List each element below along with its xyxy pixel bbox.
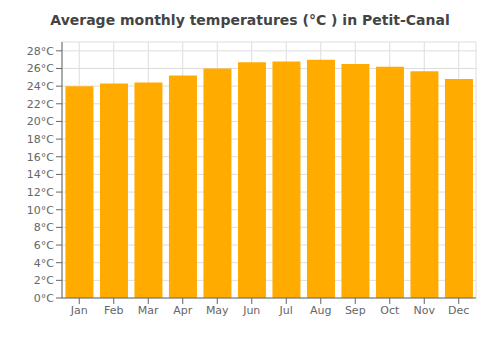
svg-text:Mar: Mar (138, 304, 159, 317)
svg-text:28°C: 28°C (27, 45, 54, 58)
svg-text:20°C: 20°C (27, 115, 54, 128)
svg-text:Aug: Aug (310, 304, 331, 317)
svg-text:Feb: Feb (104, 304, 123, 317)
svg-text:26°C: 26°C (27, 62, 54, 75)
svg-text:Dec: Dec (448, 304, 469, 317)
svg-text:Sep: Sep (345, 304, 366, 317)
svg-text:0°C: 0°C (34, 292, 54, 305)
svg-text:8°C: 8°C (34, 221, 54, 234)
svg-text:Apr: Apr (173, 304, 193, 317)
svg-text:Jan: Jan (70, 304, 88, 317)
svg-text:May: May (206, 304, 229, 317)
svg-text:2°C: 2°C (34, 274, 54, 287)
svg-text:14°C: 14°C (27, 168, 54, 181)
svg-text:Jul: Jul (279, 304, 293, 317)
svg-text:18°C: 18°C (27, 133, 54, 146)
svg-text:10°C: 10°C (27, 204, 54, 217)
svg-text:12°C: 12°C (27, 186, 54, 199)
svg-text:Oct: Oct (380, 304, 400, 317)
svg-text:16°C: 16°C (27, 151, 54, 164)
svg-text:4°C: 4°C (34, 257, 54, 270)
svg-text:6°C: 6°C (34, 239, 54, 252)
svg-text:Jun: Jun (242, 304, 260, 317)
html-text:Average monthly temperatures (: Average monthly temperatures (°C ) in Pe… (50, 12, 450, 28)
svg-text:22°C: 22°C (27, 98, 54, 111)
svg-text:Nov: Nov (414, 304, 436, 317)
svg-text:24°C: 24°C (27, 80, 54, 93)
